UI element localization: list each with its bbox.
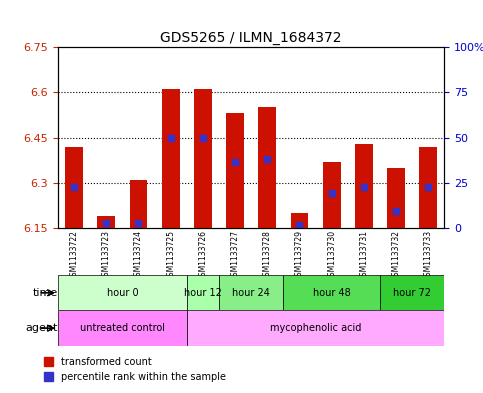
Text: GSM1133731: GSM1133731: [359, 230, 369, 281]
Text: GSM1133724: GSM1133724: [134, 230, 143, 281]
Bar: [355, 143, 373, 228]
Text: hour 48: hour 48: [313, 288, 351, 298]
Text: time: time: [33, 288, 58, 298]
Text: GSM1133726: GSM1133726: [199, 230, 207, 281]
Text: hour 0: hour 0: [107, 288, 138, 298]
Text: GSM1133725: GSM1133725: [166, 230, 175, 281]
Bar: [387, 168, 405, 228]
Text: GSM1133728: GSM1133728: [263, 230, 272, 281]
Bar: [419, 147, 437, 228]
Legend: transformed count, percentile rank within the sample: transformed count, percentile rank withi…: [43, 357, 226, 382]
Text: untreated control: untreated control: [80, 323, 165, 333]
Text: agent: agent: [26, 323, 58, 333]
Title: GDS5265 / ILMN_1684372: GDS5265 / ILMN_1684372: [160, 31, 342, 45]
Text: mycophenolic acid: mycophenolic acid: [270, 323, 361, 333]
FancyBboxPatch shape: [58, 310, 187, 346]
Text: GSM1133722: GSM1133722: [70, 230, 79, 281]
FancyBboxPatch shape: [284, 275, 380, 310]
Text: GSM1133723: GSM1133723: [102, 230, 111, 281]
Bar: [291, 213, 308, 228]
FancyBboxPatch shape: [58, 275, 187, 310]
FancyBboxPatch shape: [187, 310, 444, 346]
Text: GSM1133732: GSM1133732: [392, 230, 400, 281]
Text: hour 72: hour 72: [393, 288, 431, 298]
Bar: [323, 162, 341, 228]
Bar: [162, 89, 180, 228]
Text: GSM1133727: GSM1133727: [230, 230, 240, 281]
Text: GSM1133730: GSM1133730: [327, 230, 336, 281]
FancyBboxPatch shape: [380, 275, 444, 310]
Bar: [129, 180, 147, 228]
Bar: [194, 89, 212, 228]
Text: hour 12: hour 12: [184, 288, 222, 298]
Bar: [98, 216, 115, 228]
Bar: [226, 114, 244, 228]
Text: hour 24: hour 24: [232, 288, 270, 298]
Text: GSM1133729: GSM1133729: [295, 230, 304, 281]
Bar: [65, 147, 83, 228]
Bar: [258, 107, 276, 228]
FancyBboxPatch shape: [187, 275, 219, 310]
FancyBboxPatch shape: [219, 275, 284, 310]
Text: GSM1133733: GSM1133733: [424, 230, 433, 281]
